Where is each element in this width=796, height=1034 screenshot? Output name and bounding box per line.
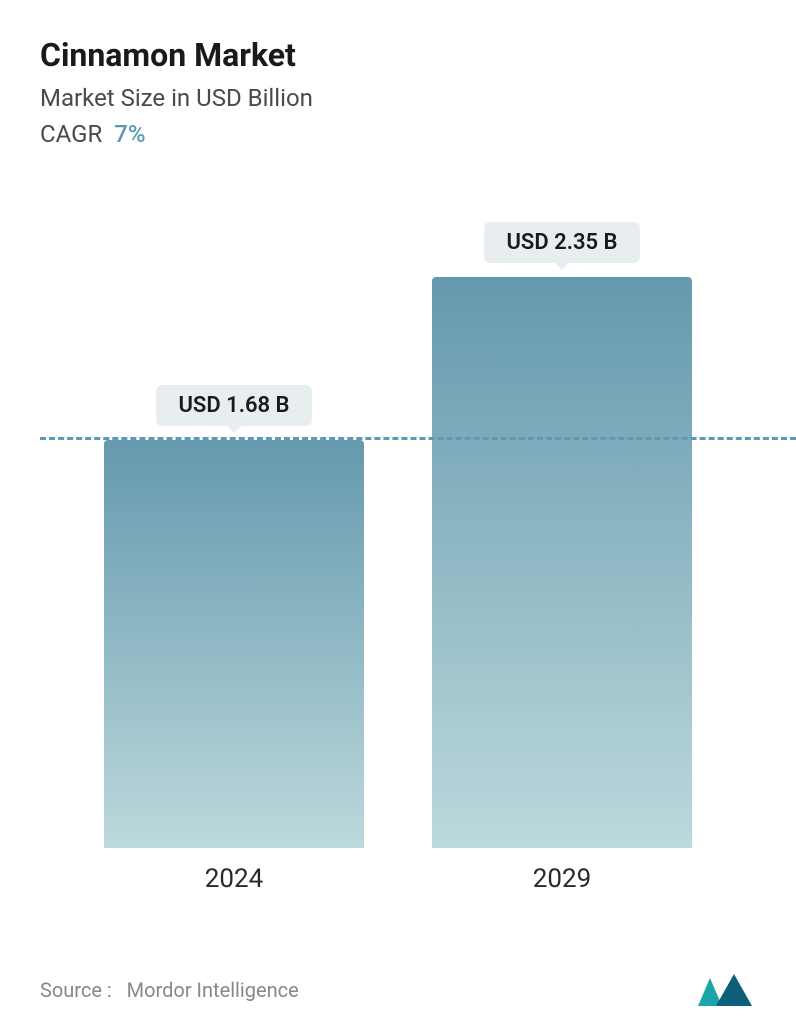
x-axis-label: 2029	[432, 864, 692, 894]
cagr-label: CAGR	[40, 120, 102, 148]
cagr-value: 7%	[114, 120, 145, 148]
x-axis-label: 2024	[104, 864, 364, 894]
footer: Source : Mordor Intelligence	[40, 972, 756, 1008]
bar	[432, 277, 692, 848]
reference-line	[40, 437, 796, 440]
value-badge: USD 1.68 B	[156, 385, 311, 426]
chart-title: Cinnamon Market	[40, 36, 756, 74]
x-axis-labels: 2024 2029	[40, 848, 756, 894]
chart-area: USD 1.68 B USD 2.35 B	[40, 168, 756, 848]
cagr-row: CAGR 7%	[40, 120, 756, 148]
brand-logo-icon	[696, 972, 756, 1008]
bar	[104, 440, 364, 848]
source-label: Source :	[40, 978, 112, 1002]
source-text: Source : Mordor Intelligence	[40, 978, 299, 1002]
chart-subtitle: Market Size in USD Billion	[40, 84, 756, 112]
bar-group: USD 1.68 B	[104, 385, 364, 848]
source-name: Mordor Intelligence	[127, 978, 299, 1002]
bar-group: USD 2.35 B	[432, 222, 692, 848]
bars-container: USD 1.68 B USD 2.35 B	[40, 168, 756, 848]
value-badge: USD 2.35 B	[484, 222, 639, 263]
